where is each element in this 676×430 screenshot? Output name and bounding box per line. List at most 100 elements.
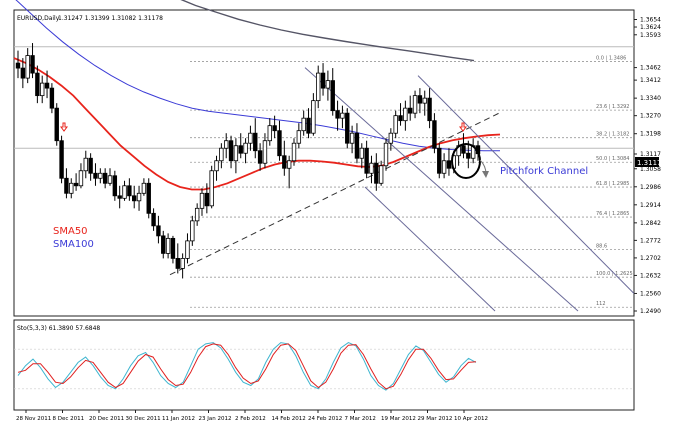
candle-body [306, 117, 311, 134]
candle-body [161, 235, 166, 254]
candle-body [277, 130, 282, 157]
candle-body [427, 97, 432, 122]
candle-body [282, 155, 287, 169]
date-tick-label: 2 Feb 2012 [235, 416, 266, 422]
symbol-info: EURUSD,Daily [17, 15, 60, 22]
candle-body [117, 195, 122, 199]
fib-label: 50.0 | 1.3084 [596, 156, 630, 162]
date-tick-label: 20 Dec 2011 [89, 416, 124, 422]
candle-body [25, 55, 30, 79]
candle-body [253, 132, 258, 152]
pitchfork-upper [304, 67, 579, 312]
candle-body [209, 170, 214, 207]
candle-body [311, 100, 316, 134]
candle-body [185, 240, 190, 259]
trendline-dashed [169, 112, 501, 276]
date-tick-label: 7 Mar 2012 [345, 416, 376, 422]
candle-body [194, 207, 200, 222]
candle-body [170, 237, 176, 259]
candle-body [272, 125, 277, 132]
sma200-line [180, 0, 475, 62]
pitchfork-outer [417, 75, 635, 294]
candle-body [233, 145, 239, 162]
date-tick-label: 8 Dec 2011 [53, 416, 85, 422]
sma100-line [15, 0, 500, 152]
stochastic-main-line [17, 342, 477, 391]
candle-body [301, 117, 306, 132]
price-tick-label: 1.2490 [640, 308, 661, 315]
candle-body [151, 212, 156, 227]
candle-body [383, 142, 389, 167]
date-tick-label: 24 Feb 2012 [308, 416, 342, 422]
candle-body [374, 162, 379, 184]
date-tick-label: 23 Jan 2012 [199, 416, 232, 422]
candle-body [437, 147, 442, 174]
price-tick-label: 1.2986 [640, 184, 661, 191]
candle-body [35, 72, 40, 97]
candle-body [165, 237, 171, 254]
candle-body [59, 140, 64, 179]
candle-body [422, 97, 427, 104]
stochastic-header: Sto(5,3,3) 61.3890 57.6848 [17, 325, 100, 332]
candle-body [30, 55, 35, 74]
fib-label: 38.2 | 1.3182 [596, 132, 630, 138]
candle-body [257, 150, 263, 164]
candles [15, 43, 481, 279]
candle-body [316, 72, 321, 102]
candle-body [446, 160, 452, 169]
price-tick-label: 1.2914 [640, 202, 661, 209]
candle-body [388, 132, 394, 144]
candle-body [214, 160, 219, 172]
candle-body [107, 175, 113, 184]
candle-body [44, 82, 50, 89]
price-tick-label: 1.3462 [640, 65, 661, 72]
price-tick-label: 1.2842 [640, 220, 661, 227]
candle-body [40, 82, 45, 97]
candle-body [112, 175, 118, 197]
pitchfork-lower [364, 186, 496, 312]
candle-body [364, 147, 369, 174]
candle-body [132, 195, 137, 202]
candle-body [291, 142, 297, 162]
red-down-arrow-right [459, 122, 467, 132]
candle-body [122, 185, 127, 199]
candle-body [204, 192, 210, 207]
candle-body [408, 107, 413, 114]
candle-body [403, 107, 408, 122]
fib-label: 0.0 | 1.3486 [596, 56, 626, 62]
candle-body [412, 95, 418, 114]
price-tick-label: 1.2772 [640, 237, 661, 244]
candle-body [156, 225, 161, 237]
price-tick-label: 1.3412 [640, 77, 661, 84]
candle-body [441, 160, 447, 174]
candle-body [190, 220, 195, 242]
stochastic-signal-line [17, 343, 477, 390]
price-tick-label: 1.3624 [640, 24, 661, 31]
price-tick-label: 1.3117 [640, 151, 661, 158]
price-panel [13, 9, 635, 317]
stochastic-lines [14, 342, 634, 391]
candle-body [243, 142, 248, 154]
sma50-line [13, 57, 501, 191]
candle-body [330, 80, 335, 112]
fib-label: 88.6 [596, 244, 607, 250]
candle-body [15, 62, 21, 69]
fibonacci-levels: 0.0 | 1.3486 23.6 | 1.3292 38.2 | 1.3182 50… [14, 46, 634, 308]
candle-body [69, 182, 74, 194]
candle-body [141, 182, 147, 194]
candle-body [354, 132, 360, 159]
date-tick-label: 30 Dec 2011 [126, 416, 161, 422]
date-tick-label: 14 Feb 2012 [272, 416, 306, 422]
candle-body [461, 145, 466, 154]
candle-body [49, 87, 55, 109]
sma100-label: SMA100 [53, 239, 94, 250]
highlight-circle [451, 143, 481, 179]
oscillator-panel [13, 319, 635, 411]
fib-label: 23.6 | 1.3292 [596, 104, 630, 110]
curved-arrow-head [482, 171, 489, 178]
candle-body [228, 140, 234, 162]
ohlc-values: 1.31247 1.31399 1.31082 1.31178 [58, 15, 163, 22]
price-tick-label: 1.3198 [640, 131, 661, 138]
candle-body [325, 80, 331, 89]
